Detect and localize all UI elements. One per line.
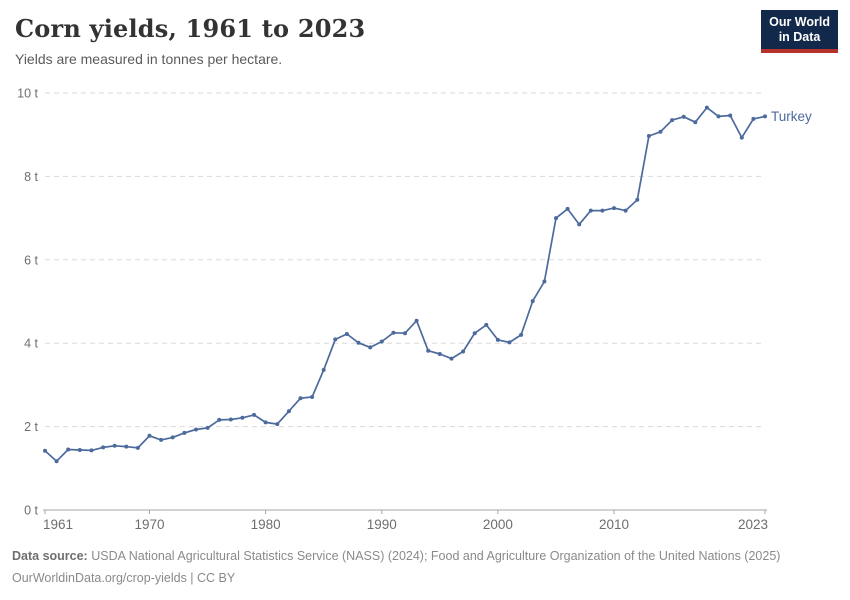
data-point bbox=[252, 412, 256, 417]
data-point bbox=[646, 134, 651, 138]
data-point bbox=[228, 417, 233, 422]
data-point bbox=[333, 337, 338, 342]
data-point bbox=[554, 216, 558, 221]
data-point bbox=[298, 396, 303, 401]
data-point bbox=[763, 114, 767, 119]
data-point bbox=[54, 459, 59, 464]
data-point bbox=[391, 330, 396, 335]
data-point bbox=[693, 120, 698, 125]
data-point bbox=[612, 206, 616, 211]
data-point bbox=[194, 427, 198, 432]
data-point bbox=[588, 208, 593, 213]
data-point bbox=[263, 420, 268, 425]
data-point bbox=[751, 116, 756, 121]
data-point bbox=[89, 448, 94, 453]
data-point bbox=[437, 352, 442, 356]
y-axis-labels: 0 t 2 t 4 t 6 t 8 t 10 t bbox=[17, 87, 38, 518]
series-line-turkey[interactable] bbox=[44, 106, 766, 463]
data-point bbox=[101, 445, 106, 450]
data-source-label: Data source: bbox=[12, 549, 88, 563]
data-point bbox=[112, 443, 117, 448]
data-point bbox=[472, 331, 477, 336]
data-point bbox=[159, 437, 164, 442]
y-tick-label: 10 t bbox=[17, 87, 38, 101]
data-point bbox=[205, 425, 210, 430]
entity-label-turkey[interactable]: Turkey bbox=[771, 109, 812, 124]
x-tick-label: 1980 bbox=[251, 517, 281, 532]
data-point bbox=[623, 208, 628, 213]
x-tick-label: 2000 bbox=[483, 517, 513, 532]
data-point bbox=[495, 337, 500, 342]
data-point bbox=[403, 331, 407, 336]
data-point bbox=[135, 445, 140, 450]
data-point bbox=[542, 279, 547, 284]
data-point bbox=[240, 415, 245, 420]
data-point bbox=[217, 417, 222, 422]
y-tick-label: 8 t bbox=[24, 170, 38, 184]
data-point bbox=[66, 447, 71, 452]
data-point bbox=[368, 345, 373, 350]
x-tick-label: 1990 bbox=[367, 517, 397, 532]
data-point bbox=[704, 105, 709, 110]
x-tick-label: 1970 bbox=[134, 517, 164, 532]
data-point bbox=[182, 430, 187, 435]
data-point bbox=[286, 409, 291, 414]
data-point bbox=[577, 222, 582, 227]
data-point bbox=[275, 422, 280, 427]
data-point bbox=[716, 114, 721, 119]
chart-footer: Data source: USDA National Agricultural … bbox=[12, 545, 780, 589]
data-point bbox=[484, 322, 489, 327]
data-point bbox=[124, 444, 129, 449]
data-point bbox=[43, 448, 47, 453]
data-point bbox=[449, 356, 454, 361]
series-turkey[interactable] bbox=[43, 105, 767, 464]
data-point bbox=[426, 348, 431, 353]
owid-logo-line2: in Data bbox=[778, 30, 821, 44]
data-point bbox=[356, 340, 361, 345]
data-point bbox=[681, 114, 686, 119]
data-point bbox=[565, 206, 570, 211]
data-point bbox=[635, 197, 640, 202]
data-point bbox=[77, 448, 82, 452]
y-tick-label: 2 t bbox=[24, 420, 38, 434]
x-axis: 1961 1970 1980 1990 2000 2010 2023 bbox=[43, 509, 768, 532]
data-point bbox=[728, 113, 733, 118]
y-tick-label: 0 t bbox=[24, 504, 38, 518]
data-point bbox=[344, 332, 349, 336]
y-gridlines bbox=[45, 92, 765, 428]
data-point bbox=[600, 208, 605, 213]
page-title: Corn yields, 1961 to 2023 bbox=[15, 14, 366, 43]
chart-header: Corn yields, 1961 to 2023 Yields are mea… bbox=[15, 14, 365, 67]
data-point bbox=[530, 299, 535, 304]
data-point bbox=[507, 340, 512, 345]
owid-logo-line1: Our World bbox=[769, 15, 830, 29]
x-tick-label: 1961 bbox=[43, 517, 73, 532]
owid-logo[interactable]: Our World in Data bbox=[761, 10, 838, 53]
data-point bbox=[658, 129, 663, 134]
data-point bbox=[147, 433, 152, 438]
data-point bbox=[379, 339, 384, 344]
data-point bbox=[170, 435, 175, 440]
data-point bbox=[310, 395, 315, 399]
data-source-text: USDA National Agricultural Statistics Se… bbox=[87, 549, 781, 563]
data-source-line: Data source: USDA National Agricultural … bbox=[12, 545, 780, 567]
x-tick-label: 2023 bbox=[738, 517, 768, 532]
data-point bbox=[670, 118, 675, 123]
x-tick-label: 2010 bbox=[599, 517, 629, 532]
data-point bbox=[461, 349, 466, 354]
line-chart[interactable]: 0 t 2 t 4 t 6 t 8 t 10 t 1961 1970 1980 1990 2000… bbox=[0, 0, 850, 540]
chart-subtitle: Yields are measured in tonnes per hectar… bbox=[15, 51, 283, 67]
data-point bbox=[321, 367, 326, 372]
y-tick-label: 6 t bbox=[24, 253, 38, 267]
license-line: OurWorldinData.org/crop-yields | CC BY bbox=[12, 571, 236, 585]
data-point bbox=[519, 332, 524, 337]
y-tick-label: 4 t bbox=[24, 337, 38, 351]
data-point bbox=[739, 135, 744, 140]
data-point bbox=[414, 318, 419, 323]
